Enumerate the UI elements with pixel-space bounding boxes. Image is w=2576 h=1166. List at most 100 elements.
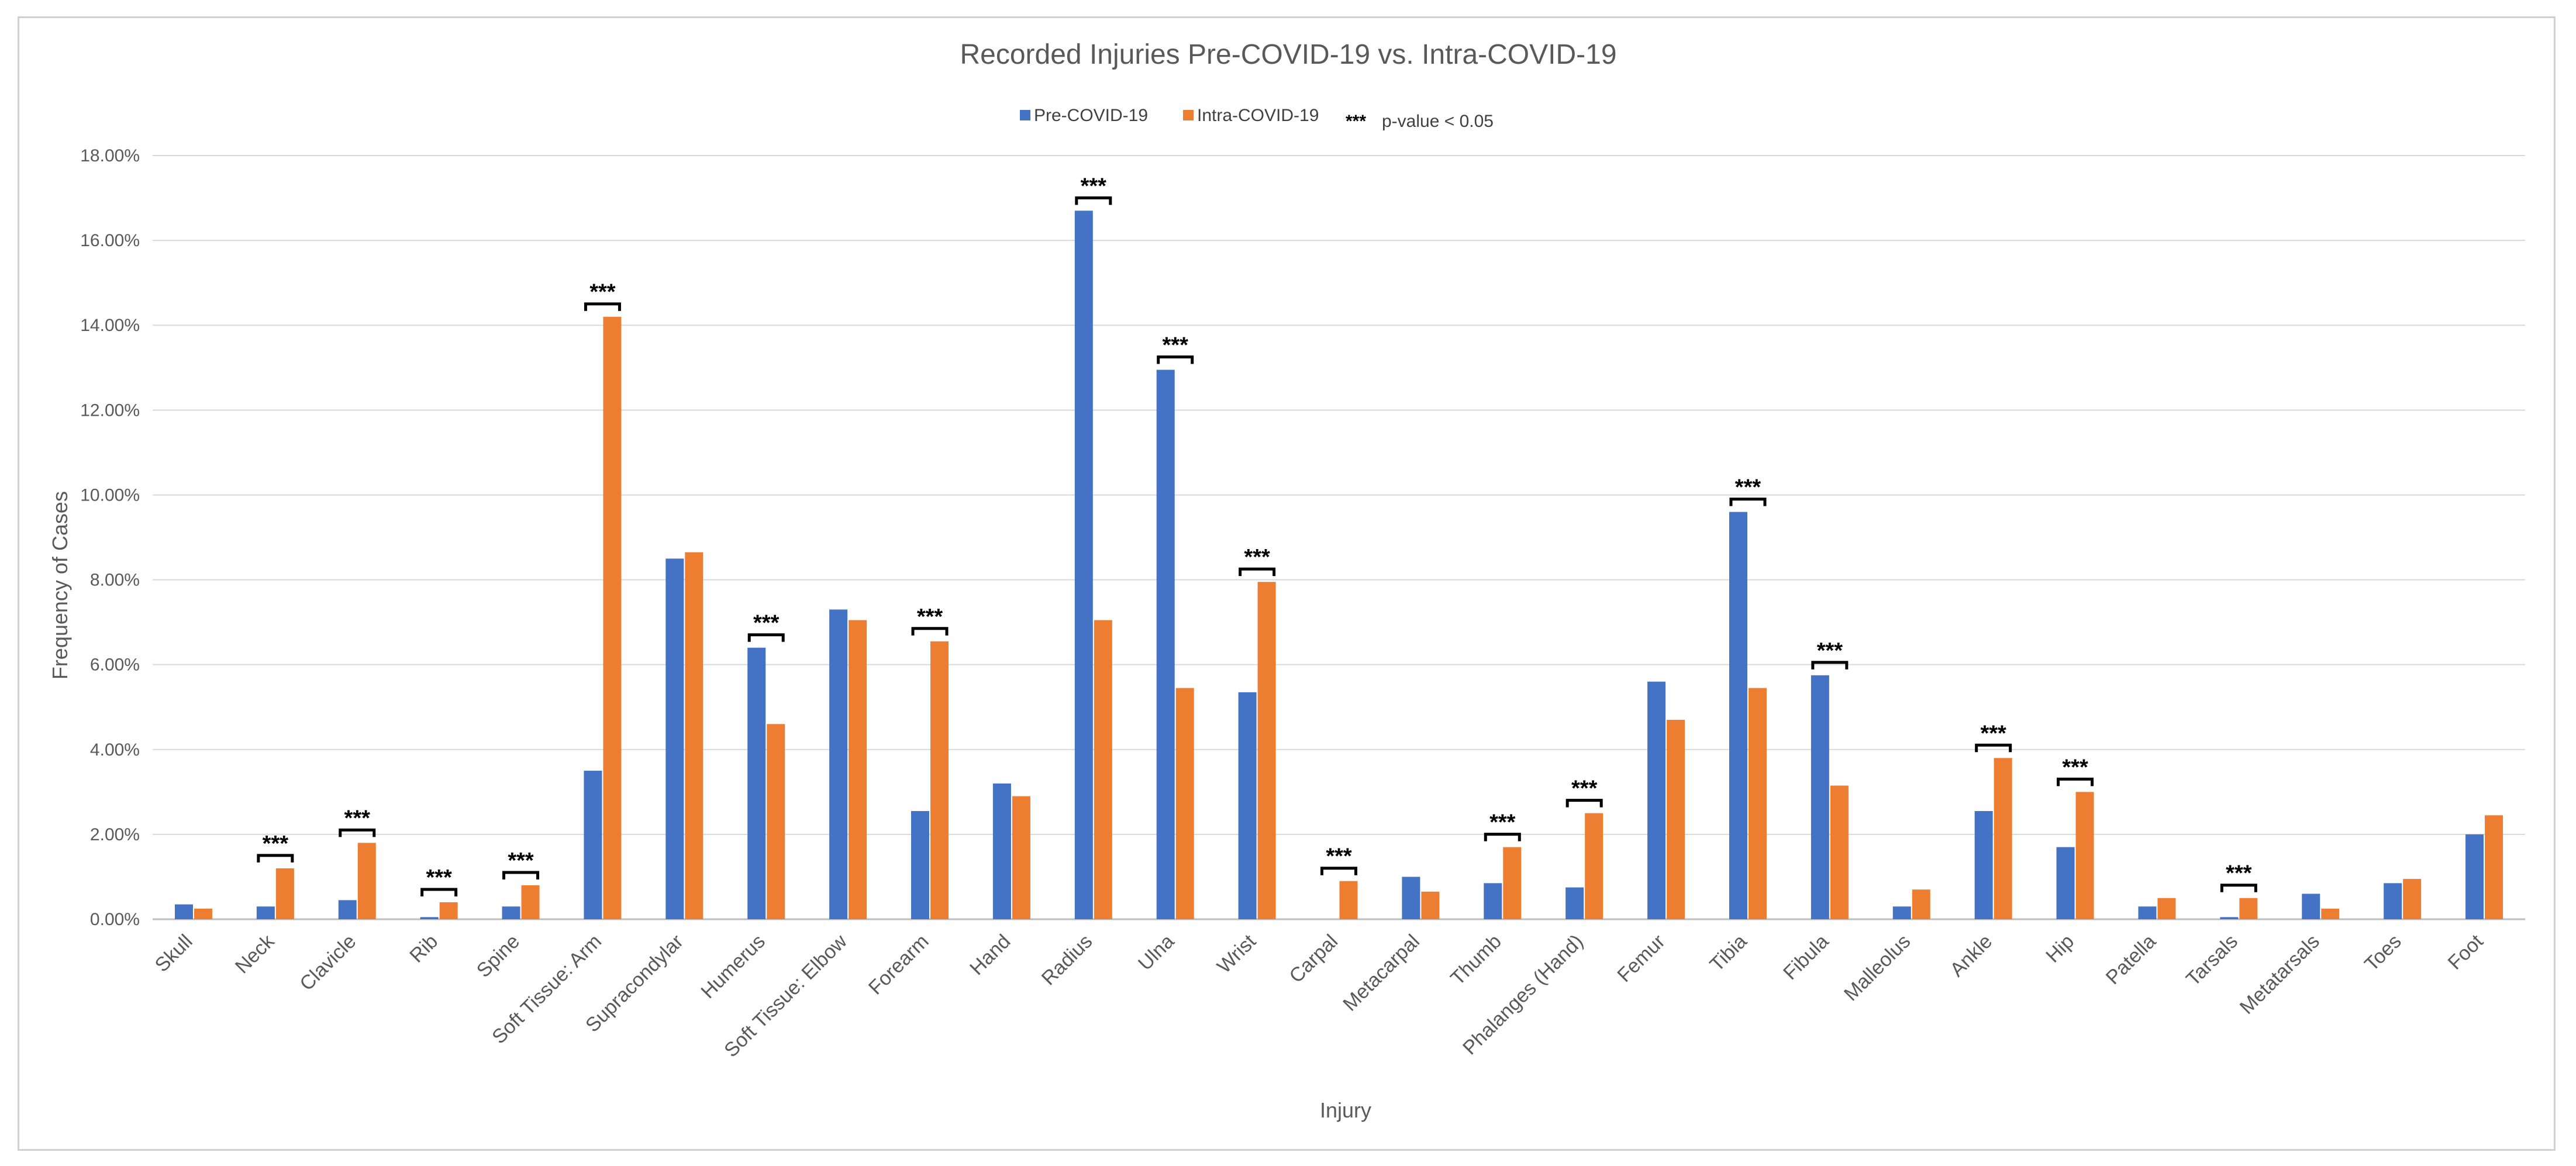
bar-intra-ulna xyxy=(1175,688,1194,919)
bar-pre-toes xyxy=(2384,883,2402,919)
significance-bracket xyxy=(420,888,458,896)
significance-bracket xyxy=(2220,884,2257,892)
bar-pre-metatarsals xyxy=(2302,894,2320,919)
significance-bracket xyxy=(911,627,949,636)
bar-intra-tibia xyxy=(1748,688,1767,919)
bar-pre-supracondylar xyxy=(665,558,684,919)
significance-stars: *** xyxy=(1735,475,1761,499)
significance-stars: *** xyxy=(263,832,289,856)
x-tick-label: Hip xyxy=(2042,930,2078,967)
y-tick-label: 18.00% xyxy=(80,146,140,165)
bar-pre-neck xyxy=(256,906,275,919)
x-tick-label: Rib xyxy=(405,930,442,967)
y-tick-label: 10.00% xyxy=(80,485,140,505)
significance-stars: *** xyxy=(917,605,943,629)
bar-intra-soft-tissue-arm xyxy=(603,316,622,919)
bar-intra-femur xyxy=(1667,719,1685,919)
significance-stars: *** xyxy=(589,280,616,305)
bar-pre-hip xyxy=(2056,847,2075,919)
x-tick-label: Foot xyxy=(2444,930,2488,974)
y-tick-label: 6.00% xyxy=(90,656,140,675)
significance-bracket xyxy=(1565,799,1603,808)
bar-intra-skull xyxy=(194,908,212,919)
y-tick-label: 0.00% xyxy=(90,910,140,929)
significance-stars: *** xyxy=(1326,844,1352,869)
bar-pre-femur xyxy=(1647,681,1666,919)
x-tick-label: Hand xyxy=(965,930,1015,979)
significance-bracket xyxy=(502,871,540,879)
significance-stars: *** xyxy=(1571,777,1598,801)
significance-bracket xyxy=(1975,743,2012,753)
bar-intra-soft-tissue-elbow xyxy=(849,620,867,919)
y-tick-label: 2.00% xyxy=(90,825,140,844)
significance-bracket xyxy=(1075,196,1112,205)
legend-label-intra-covid: Intra-COVID-19 xyxy=(1197,106,1319,125)
bar-intra-wrist xyxy=(1257,582,1276,919)
bar-intra-rib xyxy=(439,902,458,919)
gridlines xyxy=(153,155,2525,920)
x-tick-label: Toes xyxy=(2360,930,2406,976)
significance-bracket xyxy=(1811,661,1849,670)
x-tick-label: Patella xyxy=(2102,930,2160,989)
bar-pre-humerus xyxy=(747,647,766,919)
x-tick-label: Skull xyxy=(151,930,197,977)
x-tick-label: Metatarsals xyxy=(2236,930,2324,1019)
bar-pre-skull xyxy=(174,904,193,919)
x-tick-label: Thumb xyxy=(1446,930,1506,990)
significance-bracket xyxy=(257,854,294,863)
y-axis-title: Frequency of Cases xyxy=(48,491,72,679)
bar-intra-spine xyxy=(521,885,540,919)
x-tick-label: Ankle xyxy=(1946,930,1996,981)
bar-pre-wrist xyxy=(1238,692,1257,919)
chart-title: Recorded Injuries Pre-COVID-19 vs. Intra… xyxy=(960,39,1616,70)
bar-intra-fibula xyxy=(1830,785,1849,919)
bar-pre-rib xyxy=(420,917,439,919)
bar-pre-hand xyxy=(992,783,1011,919)
bar-pre-radius xyxy=(1074,211,1093,919)
x-tick-label: Carpal xyxy=(1285,930,1342,988)
x-tick-label: Humerus xyxy=(696,930,769,1003)
bar-intra-carpal xyxy=(1339,881,1358,919)
bars xyxy=(174,211,2503,919)
bar-intra-phalanges-hand- xyxy=(1585,813,1603,919)
legend: Pre-COVID-19 Intra-COVID-19 *** p-value … xyxy=(1020,106,1494,131)
x-tick-label: Radius xyxy=(1037,930,1097,990)
bar-intra-hand xyxy=(1012,796,1030,919)
bar-pre-soft-tissue-elbow xyxy=(829,609,848,919)
legend-significance-marker: *** xyxy=(1346,112,1366,131)
significance-bracket xyxy=(584,302,621,311)
significance-stars: *** xyxy=(508,848,534,873)
x-tick-label: Clavicle xyxy=(295,930,360,995)
significance-bracket xyxy=(1729,497,1767,506)
y-tick-label: 8.00% xyxy=(90,571,140,590)
bar-pre-tibia xyxy=(1729,512,1747,919)
significance-stars: *** xyxy=(1081,174,1107,198)
bar-intra-metatarsals xyxy=(2321,908,2340,919)
legend-significance-label: p-value < 0.05 xyxy=(1382,112,1494,131)
significance-bracket xyxy=(747,633,785,642)
x-tick-label: Spine xyxy=(473,930,524,982)
bar-chart: Recorded Injuries Pre-COVID-19 vs. Intra… xyxy=(48,39,2525,1122)
x-tick-label: Femur xyxy=(1613,930,1669,986)
bar-intra-patella xyxy=(2157,898,2176,919)
legend-swatch-pre-covid xyxy=(1020,110,1030,120)
bar-pre-phalanges-hand- xyxy=(1565,887,1584,919)
x-tick-label: Wrist xyxy=(1213,930,1261,978)
bar-pre-metacarpal xyxy=(1402,877,1420,919)
x-tick-label: Fibula xyxy=(1779,930,1833,984)
bar-intra-malleolus xyxy=(1912,889,1930,919)
bar-pre-patella xyxy=(2138,906,2157,919)
significance-stars: *** xyxy=(2226,861,2252,886)
bar-intra-radius xyxy=(1094,620,1112,919)
y-tick-label: 4.00% xyxy=(90,740,140,760)
legend-label-pre-covid: Pre-COVID-19 xyxy=(1034,106,1148,125)
x-tick-label: Tibia xyxy=(1706,930,1751,976)
y-tick-label: 12.00% xyxy=(80,401,140,420)
significance-stars: *** xyxy=(1163,333,1189,357)
significance-stars: *** xyxy=(1980,721,2006,746)
x-tick-label: Tarsals xyxy=(2182,930,2242,991)
x-tick-label: Forearm xyxy=(864,930,933,999)
significance-stars: *** xyxy=(753,611,780,636)
bar-intra-metacarpal xyxy=(1421,891,1440,919)
bar-pre-thumb xyxy=(1484,883,1502,919)
